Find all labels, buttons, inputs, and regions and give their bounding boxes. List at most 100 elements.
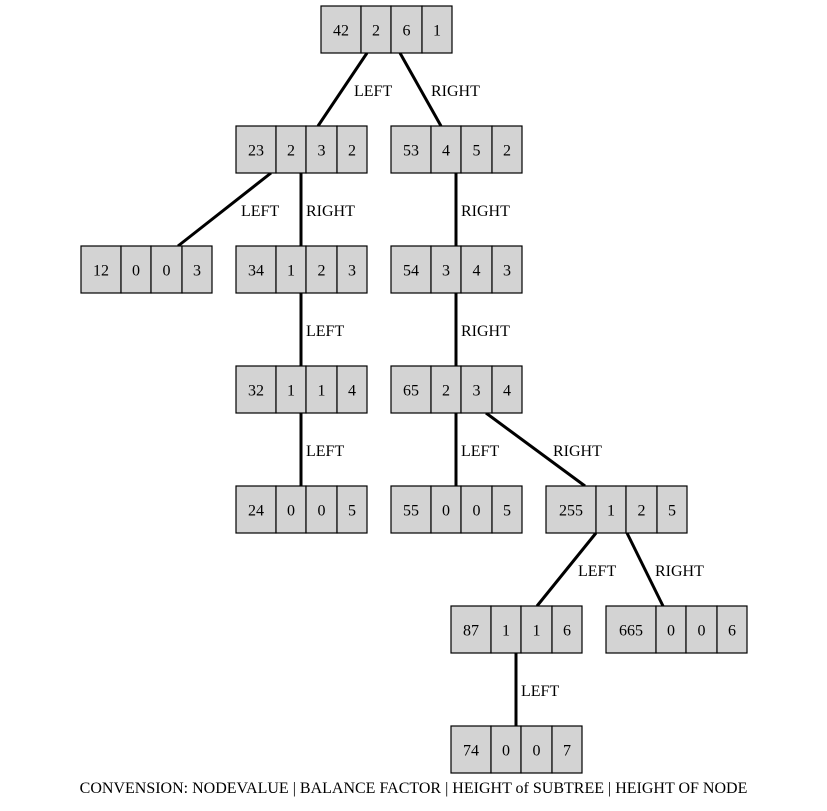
node-value-cell-box (235, 245, 277, 294)
node-value-cell: 87 (463, 623, 479, 640)
subtree-height-cell-box (305, 245, 338, 294)
node-value-cell: 42 (333, 23, 349, 40)
node-value-cell-box (235, 485, 277, 534)
node-height-cell-box (491, 245, 523, 294)
tree-node-34: 34 1 2 3 (235, 245, 368, 294)
edge-n23-n34: RIGHT (299, 173, 355, 246)
edge-n53-n54: RIGHT (454, 173, 510, 246)
node-value-cell: 12 (93, 263, 109, 280)
node-height-cell: 6 (563, 623, 571, 640)
edge-label-right: RIGHT (553, 443, 602, 460)
edge-label-right: RIGHT (461, 203, 510, 220)
node-value-cell: 55 (403, 503, 419, 520)
node-value-cell-box (545, 485, 597, 534)
tree-node-53: 53 4 5 2 (390, 125, 523, 174)
node-height-cell-box (336, 125, 368, 174)
edge-label-right: RIGHT (461, 323, 510, 340)
subtree-height-cell: 1 (318, 383, 326, 400)
edge-n42-n23: LEFT (316, 52, 392, 127)
balance-factor-cell: 1 (287, 263, 295, 280)
subtree-height-cell: 5 (473, 143, 481, 160)
tree-node-12: 12 0 0 3 (80, 245, 213, 294)
edge-n23-n12: LEFT (177, 171, 279, 248)
edge-n32-n24: LEFT (299, 413, 344, 486)
edge-line (316, 52, 369, 127)
node-height-cell: 5 (348, 503, 356, 520)
node-height-cell-box (336, 485, 368, 534)
node-height-cell: 4 (348, 383, 356, 400)
node-height-cell-box (421, 5, 453, 54)
subtree-height-cell: 0 (533, 743, 541, 760)
node-height-cell: 5 (503, 503, 511, 520)
convention-caption: CONVENSION: NODEVALUE | BALANCE FACTOR |… (79, 780, 748, 797)
subtree-height-cell: 4 (473, 263, 481, 280)
balance-factor-cell: 3 (442, 263, 450, 280)
balance-factor-cell: 0 (132, 263, 140, 280)
balance-factor-cell: 0 (287, 503, 295, 520)
subtree-height-cell: 0 (473, 503, 481, 520)
node-height-cell-box (336, 365, 368, 414)
node-value-cell-box (450, 605, 492, 654)
node-height-cell: 2 (348, 143, 356, 160)
balance-factor-cell: 1 (287, 383, 295, 400)
subtree-height-cell: 3 (473, 383, 481, 400)
tree-node-74: 74 0 0 7 (450, 725, 583, 774)
subtree-height-cell-box (520, 605, 553, 654)
balance-factor-cell-box (490, 605, 522, 654)
edge-n65-n255: RIGHT (485, 411, 602, 488)
node-height-cell: 1 (433, 23, 441, 40)
tree-node-32: 32 1 1 4 (235, 365, 368, 414)
node-height-cell-box (551, 725, 583, 774)
balance-factor-cell-box (430, 365, 462, 414)
edge-n65-n55: LEFT (454, 413, 499, 486)
balance-factor-cell: 2 (287, 143, 295, 160)
node-value-cell-box (390, 125, 432, 174)
node-height-cell: 2 (503, 143, 511, 160)
node-height-cell: 3 (348, 263, 356, 280)
node-value-cell: 54 (403, 263, 419, 280)
balance-factor-cell: 4 (442, 143, 450, 160)
node-value-cell: 74 (463, 743, 479, 760)
node-value-cell-box (80, 245, 122, 294)
tree-node-24: 24 0 0 5 (235, 485, 368, 534)
edge-n87-n74: LEFT (514, 653, 559, 726)
subtree-height-cell-box (150, 245, 183, 294)
edge-label-right: RIGHT (306, 203, 355, 220)
balance-factor-cell-box (490, 725, 522, 774)
balance-factor-cell: 0 (667, 623, 675, 640)
subtree-height-cell: 2 (318, 263, 326, 280)
node-value-cell-box (450, 725, 492, 774)
edge-line (485, 411, 586, 488)
avl-tree-diagram: LEFT RIGHT LEFT RIGHT RIGHT LEFT RIGHT LEFT LEFT… (80, 5, 748, 774)
balance-factor-cell: 2 (442, 383, 450, 400)
node-value-cell: 665 (619, 623, 643, 640)
tree-node-54: 54 3 4 3 (390, 245, 523, 294)
edge-n34-n32: LEFT (299, 293, 344, 366)
balance-factor-cell: 0 (502, 743, 510, 760)
node-value-cell: 255 (559, 503, 583, 520)
node-value-cell-box (235, 125, 277, 174)
subtree-height-cell: 0 (318, 503, 326, 520)
edge-label-left: LEFT (241, 203, 279, 220)
edge-label-left: LEFT (461, 443, 499, 460)
balance-factor-cell-box (360, 5, 392, 54)
subtree-height-cell: 2 (638, 503, 646, 520)
node-height-cell: 5 (668, 503, 676, 520)
edge-line (177, 171, 272, 248)
node-value-cell: 34 (248, 263, 264, 280)
balance-factor-cell: 2 (372, 23, 380, 40)
node-value-cell: 23 (248, 143, 264, 160)
edge-label-left: LEFT (578, 563, 616, 580)
node-height-cell-box (181, 245, 213, 294)
subtree-height-cell-box (460, 245, 493, 294)
node-value-cell-box (390, 485, 432, 534)
subtree-height-cell-box (460, 485, 493, 534)
subtree-height-cell: 0 (698, 623, 706, 640)
node-value-cell: 32 (248, 383, 264, 400)
node-value-cell: 65 (403, 383, 419, 400)
tree-edges: LEFT RIGHT LEFT RIGHT RIGHT LEFT RIGHT LEFT LEFT… (177, 52, 704, 726)
tree-node-55: 55 0 0 5 (390, 485, 523, 534)
balance-factor-cell-box (275, 365, 307, 414)
tree-node-42: 42 2 6 1 (320, 5, 453, 54)
edge-label-left: LEFT (306, 443, 344, 460)
